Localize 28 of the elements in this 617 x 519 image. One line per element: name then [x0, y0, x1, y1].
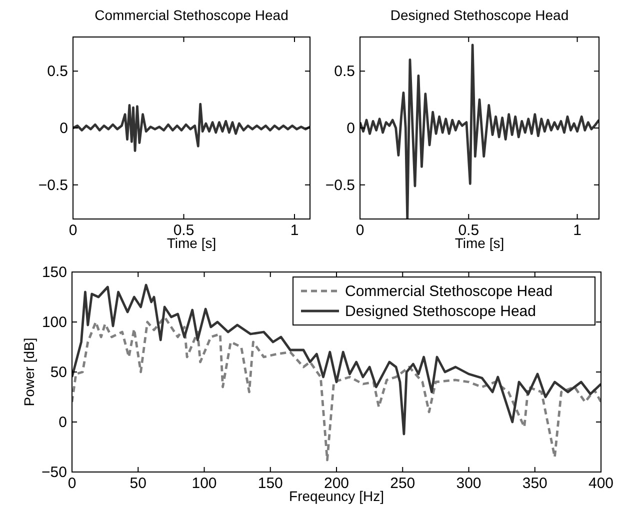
line-series [360, 44, 599, 219]
y-tick-label: 0 [346, 120, 355, 137]
x-tick-label: 350 [522, 475, 548, 492]
y-tick-label: −0.5 [38, 176, 68, 194]
y-tick-label: 0.5 [334, 63, 355, 80]
line-series [72, 284, 601, 436]
y-tick-label: 0.5 [47, 63, 68, 80]
line-series [73, 102, 310, 152]
y-tick-label: 0 [58, 414, 67, 431]
x-tick-label: 150 [258, 475, 283, 492]
y-tick-label: −50 [42, 464, 67, 481]
x-tick-label: 400 [588, 475, 614, 492]
x-tick-label: 1 [290, 222, 299, 239]
y-tick-label: −0.5 [325, 176, 355, 194]
x-tick-label: 100 [192, 475, 217, 492]
x-tick-label: 300 [456, 475, 482, 492]
chart-title: Designed Stethoscope Head [390, 7, 569, 23]
x-tick-label: 250 [390, 475, 416, 492]
y-axis-title: Power [dB] [21, 338, 37, 406]
x-tick-label: 50 [130, 475, 146, 492]
y-tick-label: 0 [60, 120, 68, 137]
y-tick-label: 150 [42, 264, 67, 281]
y-tick-label: 50 [50, 364, 67, 381]
legend-label: Designed Stethoscope Head [345, 303, 536, 320]
y-tick-label: 100 [42, 314, 67, 331]
x-tick-label: 1 [573, 222, 582, 239]
chart-title: Commercial Stethoscope Head [94, 7, 288, 23]
legend-label: Commercial Stethoscope Head [345, 283, 553, 300]
